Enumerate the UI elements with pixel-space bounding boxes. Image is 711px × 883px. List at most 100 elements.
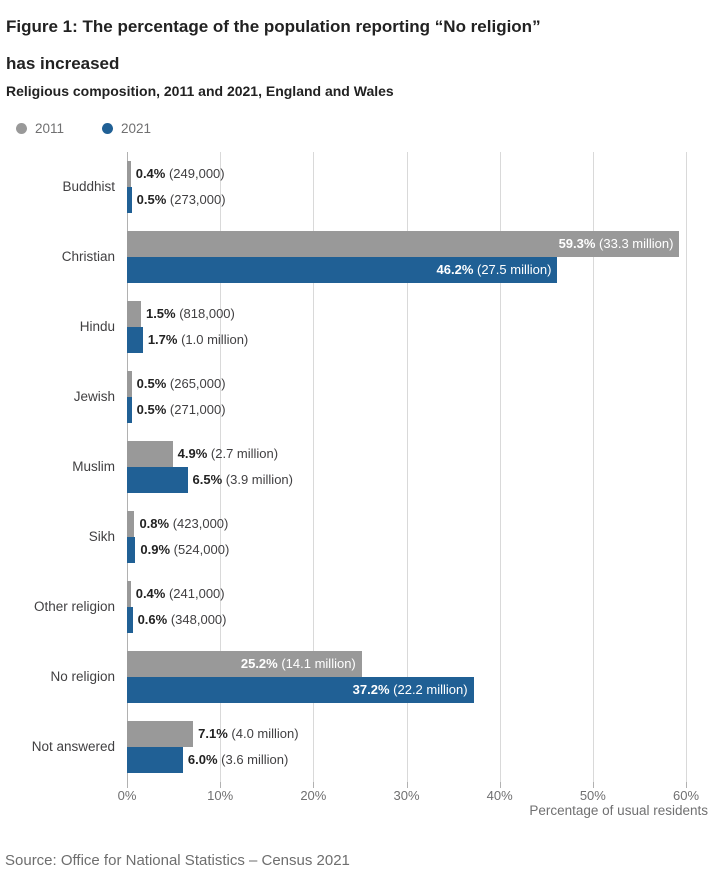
x-axis: Percentage of usual residents 0% 10% 20% 30… bbox=[118, 782, 708, 832]
bar-value-label: 25.2% (14.1 million) bbox=[241, 651, 356, 677]
x-tick-label: 20% bbox=[300, 788, 327, 803]
bar-value-label: 1.5% (818,000) bbox=[146, 301, 235, 327]
bar-count: (249,000) bbox=[165, 166, 225, 181]
bar-2021: 0.5% (271,000) bbox=[127, 397, 226, 423]
figure-title: Figure 1: The percentage of the populati… bbox=[6, 8, 626, 82]
bar-percent: 0.5% bbox=[136, 376, 167, 391]
bar-percent: 25.2% bbox=[240, 656, 278, 671]
bar-value-label: 0.5% (265,000) bbox=[137, 371, 226, 397]
gridline bbox=[499, 152, 501, 782]
bar-count: (14.1 million) bbox=[277, 656, 356, 671]
bar-count: (524,000) bbox=[170, 542, 230, 557]
bar-2021: 0.9% (524,000) bbox=[127, 537, 229, 563]
bar-count: (27.5 million) bbox=[473, 262, 552, 277]
bar-2011: 0.8% (423,000) bbox=[127, 511, 228, 537]
bar-2021: 46.2% (27.5 million) bbox=[127, 257, 558, 283]
gridline bbox=[313, 152, 315, 782]
bar-percent: 0.5% bbox=[136, 402, 167, 417]
bar-percent: 59.3% bbox=[558, 236, 596, 251]
x-tick-label: 0% bbox=[117, 788, 137, 803]
legend-dot-2011-icon bbox=[16, 122, 27, 134]
bar-count: (3.9 million) bbox=[222, 472, 293, 487]
bar-2011: 25.2% (14.1 million) bbox=[127, 651, 362, 677]
legend-dot-2021-icon bbox=[102, 122, 114, 134]
bar-percent: 0.4% bbox=[135, 586, 166, 601]
bar-percent: 1.5% bbox=[145, 306, 176, 321]
gridline bbox=[220, 152, 222, 782]
legend-item-2011: 2011 bbox=[16, 121, 64, 136]
bar-percent: 0.8% bbox=[139, 516, 170, 531]
bar-count: (33.3 million) bbox=[595, 236, 674, 251]
x-tick-mark bbox=[686, 782, 687, 788]
x-tick-label: 40% bbox=[486, 788, 513, 803]
gridline bbox=[406, 152, 408, 782]
legend-item-2021: 2021 bbox=[102, 121, 151, 136]
bar-percent: 0.9% bbox=[140, 542, 171, 557]
bar-2021: 0.5% (273,000) bbox=[127, 187, 226, 213]
bar-percent: 0.4% bbox=[135, 166, 166, 181]
bar-value-label: 0.4% (249,000) bbox=[136, 161, 225, 187]
x-tick-mark bbox=[220, 782, 222, 788]
bar-2021: 6.0% (3.6 million) bbox=[127, 747, 288, 773]
bar-2011: 0.4% (241,000) bbox=[127, 581, 225, 607]
bar-value-label: 6.0% (3.6 million) bbox=[188, 747, 288, 773]
bar-value-label: 37.2% (22.2 million) bbox=[353, 677, 468, 703]
plot-area: Buddhist 0.4% (249,000) 0.5% (273,000) Chri… bbox=[32, 152, 687, 782]
gridline bbox=[686, 152, 687, 782]
category-label: Muslim bbox=[72, 459, 115, 474]
bar-percent: 1.7% bbox=[147, 332, 178, 347]
bar-2021: 1.7% (1.0 million) bbox=[127, 327, 248, 353]
x-tick-label: 50% bbox=[579, 788, 606, 803]
bar-percent: 6.0% bbox=[187, 752, 218, 767]
category-label: Christian bbox=[61, 249, 115, 264]
x-axis-title: Percentage of usual residents bbox=[529, 803, 708, 818]
bar-2011: 4.9% (2.7 million) bbox=[127, 441, 278, 467]
chart: Buddhist 0.4% (249,000) 0.5% (273,000) Chri… bbox=[0, 152, 711, 832]
x-tick-mark bbox=[406, 782, 408, 788]
legend-label-2021: 2021 bbox=[121, 120, 152, 136]
bar-percent: 0.6% bbox=[137, 612, 168, 627]
category-row: Jewish 0.5% (265,000) 0.5% (271,000) bbox=[74, 362, 687, 432]
legend-label-2011: 2011 bbox=[35, 120, 65, 136]
bar-value-label: 59.3% (33.3 million) bbox=[559, 231, 674, 257]
bar-value-label: 0.6% (348,000) bbox=[138, 607, 227, 633]
figure-title-line2: has increased bbox=[6, 54, 120, 73]
bar-count: (4.0 million) bbox=[227, 726, 299, 741]
source-note: Source: Office for National Statistics –… bbox=[5, 852, 350, 869]
bar-count: (271,000) bbox=[166, 402, 226, 417]
bar-percent: 0.5% bbox=[136, 192, 167, 207]
x-tick-label: 30% bbox=[393, 788, 420, 803]
category-row: Muslim 4.9% (2.7 million) 6.5% (3.9 millio… bbox=[72, 432, 687, 502]
bar-value-label: 46.2% (27.5 million) bbox=[437, 257, 552, 283]
bar-2011: 7.1% (4.0 million) bbox=[127, 721, 299, 747]
figure-title-line1: Figure 1: The percentage of the populati… bbox=[6, 17, 541, 36]
x-tick-label: 60% bbox=[672, 788, 700, 803]
bar-value-label: 0.4% (241,000) bbox=[136, 581, 225, 607]
bar-count: (818,000) bbox=[175, 306, 235, 321]
bar-percent: 46.2% bbox=[436, 262, 474, 277]
category-label: Jewish bbox=[73, 389, 115, 404]
bar-percent: 37.2% bbox=[352, 682, 390, 697]
category-row: Not answered 7.1% (4.0 million) 6.0% (3.6 … bbox=[32, 712, 687, 782]
bar-count: (1.0 million) bbox=[177, 332, 249, 347]
x-tick-mark bbox=[592, 782, 594, 788]
bar-count: (348,000) bbox=[167, 612, 227, 627]
bar-count: (423,000) bbox=[169, 516, 229, 531]
bar-percent: 6.5% bbox=[192, 472, 223, 487]
bar-2021: 37.2% (22.2 million) bbox=[127, 677, 474, 703]
bar-percent: 4.9% bbox=[177, 446, 208, 461]
bar-value-label: 0.5% (273,000) bbox=[137, 187, 226, 213]
category-row: Other religion 0.4% (241,000) 0.6% (348,00… bbox=[34, 572, 687, 642]
category-row: Buddhist 0.4% (249,000) 0.5% (273,000) bbox=[62, 152, 687, 222]
bar-value-label: 1.7% (1.0 million) bbox=[148, 327, 248, 353]
bar-count: (273,000) bbox=[166, 192, 226, 207]
x-tick-mark bbox=[127, 782, 128, 788]
category-label: Buddhist bbox=[62, 179, 115, 194]
bar-2021: 0.6% (348,000) bbox=[127, 607, 226, 633]
bar-count: (22.2 million) bbox=[389, 682, 468, 697]
bar-count: (3.6 million) bbox=[217, 752, 289, 767]
bar-value-label: 0.8% (423,000) bbox=[139, 511, 228, 537]
bar-value-label: 0.5% (271,000) bbox=[137, 397, 226, 423]
bar-value-label: 7.1% (4.0 million) bbox=[198, 721, 298, 747]
